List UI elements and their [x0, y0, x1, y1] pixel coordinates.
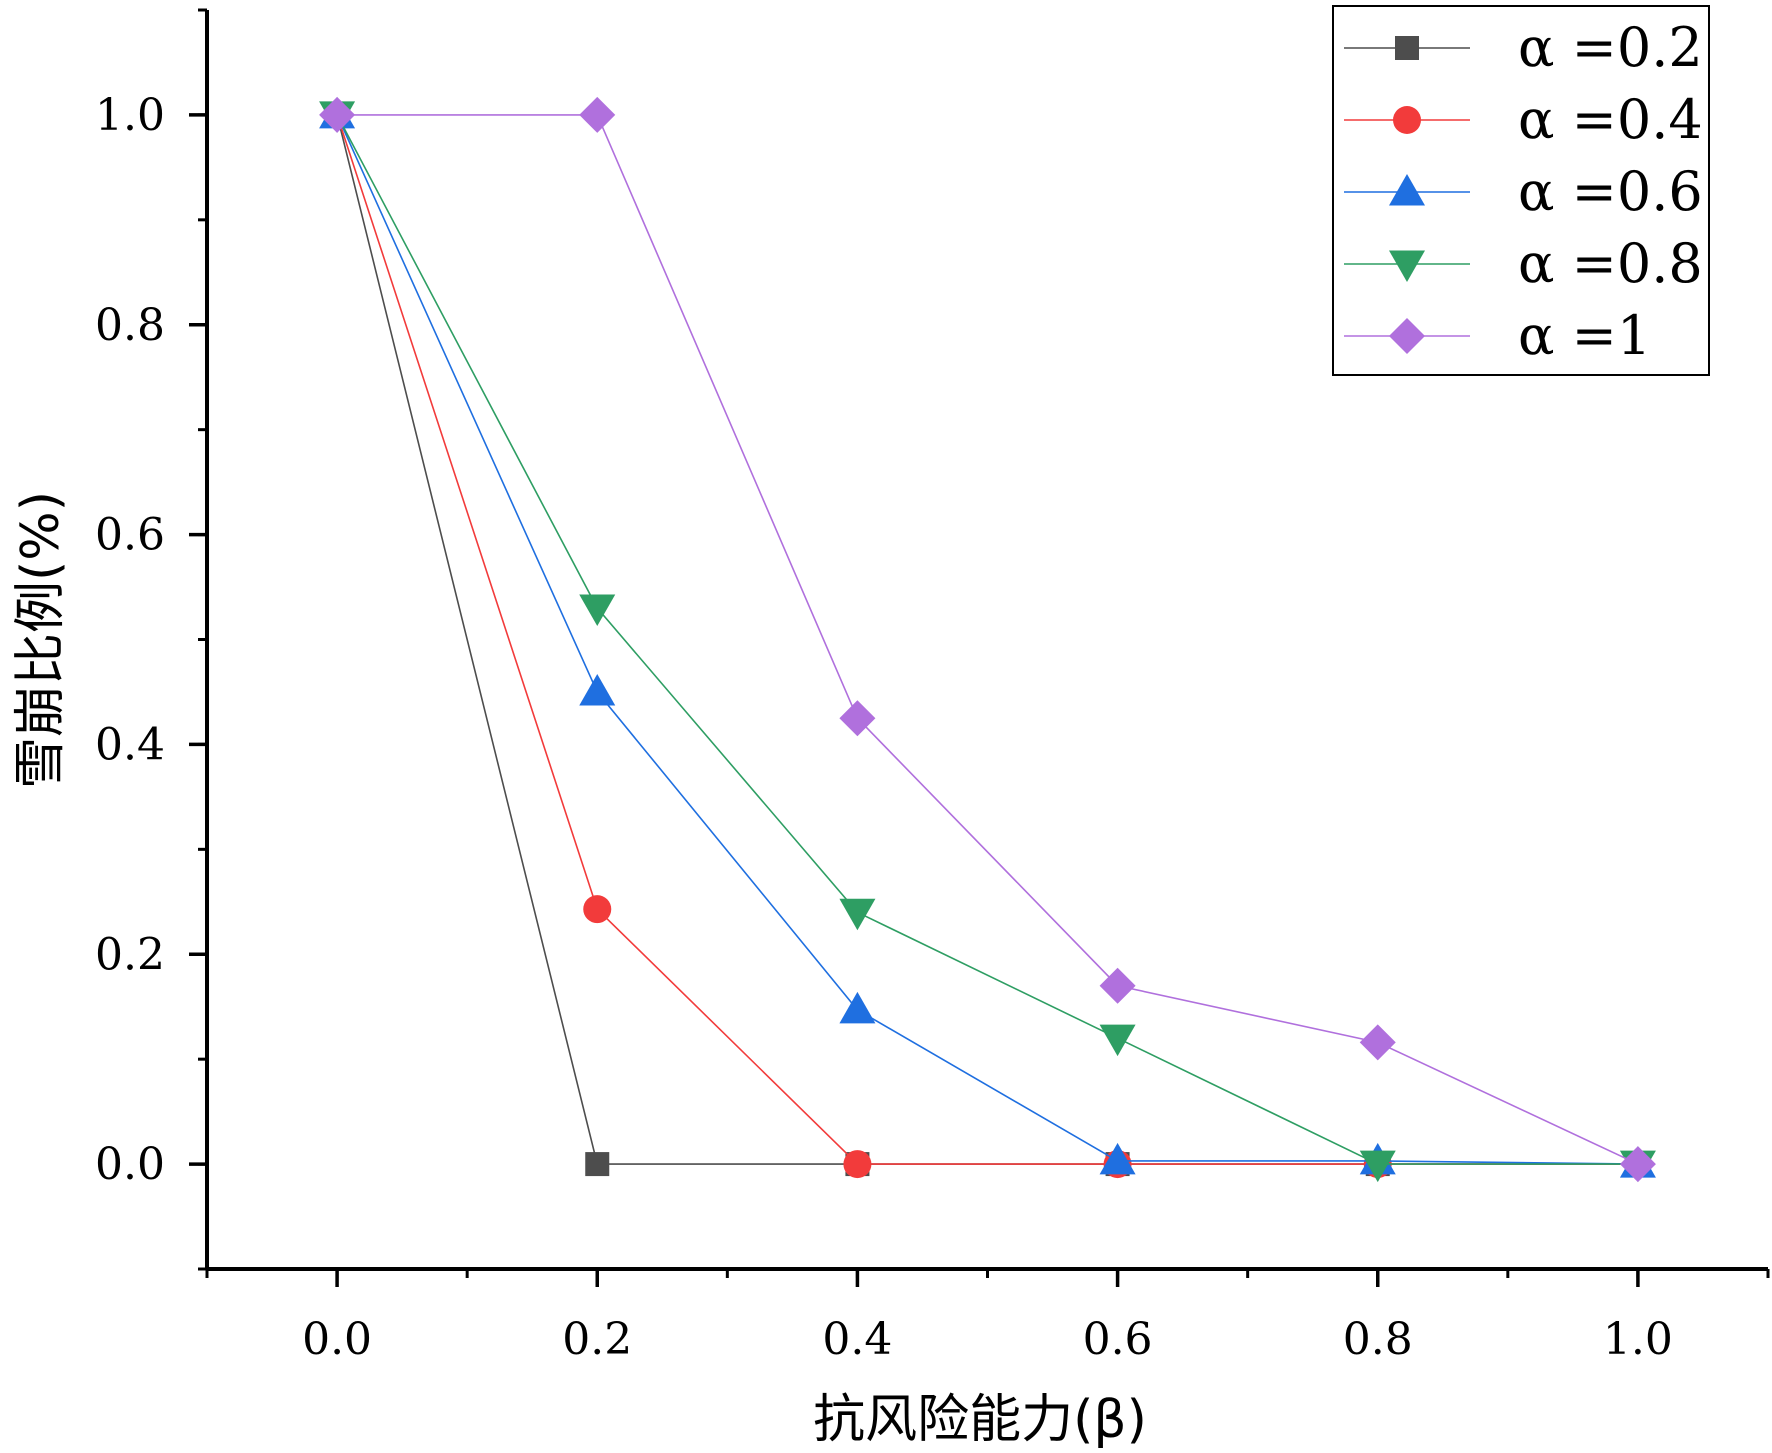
x-tick-label: 0.4: [822, 1314, 892, 1365]
legend-item: α =0.8: [1344, 232, 1703, 295]
data-point: [1099, 1142, 1136, 1175]
legend-item: α =0.6: [1344, 160, 1703, 223]
data-point: [839, 898, 876, 931]
data-point: [839, 991, 876, 1024]
legend-label: α =1: [1518, 304, 1651, 367]
x-tick-label: 0.0: [302, 1314, 372, 1365]
data-point: [579, 96, 616, 133]
data-point: [579, 594, 616, 627]
data-point: [319, 96, 356, 133]
data-point: [1099, 967, 1136, 1004]
data-point: [839, 700, 876, 737]
x-tick-label: 0.6: [1083, 1314, 1153, 1365]
data-point: [585, 1152, 610, 1177]
y-axis-title: 雪崩比例(%): [11, 491, 71, 789]
legend-item: α =0.4: [1344, 88, 1703, 151]
legend-marker: [1393, 106, 1421, 134]
data-point: [579, 673, 616, 706]
series-line: [336, 114, 1638, 1165]
x-tick-label: 0.2: [562, 1314, 632, 1365]
series-line: [336, 114, 1638, 1165]
y-tick-label: 0.2: [95, 929, 165, 980]
series-5: [319, 96, 1656, 1183]
data-point: [1619, 1146, 1656, 1183]
y-tick-label: 0.8: [95, 300, 165, 351]
x-tick-label: 0.8: [1343, 1314, 1413, 1365]
x-tick-label: 1.0: [1603, 1314, 1673, 1365]
data-point: [843, 1150, 872, 1179]
series-layer: [319, 96, 1656, 1183]
legend-marker: [1389, 250, 1425, 282]
legend-label: α =0.8: [1518, 232, 1703, 295]
y-tick-label: 1.0: [95, 90, 165, 141]
legend-label: α =0.2: [1518, 16, 1703, 79]
y-tick-label: 0.4: [95, 719, 165, 770]
legend-label: α =0.4: [1518, 88, 1703, 151]
data-point: [583, 895, 612, 924]
legend-marker: [1395, 36, 1419, 60]
legend: α =0.2 α =0.4 α =0.6 α =0.8 α =1: [1332, 5, 1710, 376]
legend-marker: [1389, 318, 1425, 354]
legend-box: [1332, 5, 1710, 376]
legend-item: α =0.2: [1344, 16, 1703, 79]
x-axis-title: 抗风险能力(β): [813, 1390, 1147, 1450]
legend-marker: [1389, 174, 1425, 206]
data-point: [1099, 1024, 1136, 1057]
series-line: [337, 114, 1639, 1165]
y-tick-label: 0.0: [95, 1139, 165, 1190]
data-point: [1359, 1150, 1396, 1183]
legend-item: α =1: [1344, 304, 1651, 367]
y-tick-label: 0.6: [95, 510, 165, 561]
legend-label: α =0.6: [1518, 160, 1703, 223]
data-point: [1359, 1024, 1396, 1061]
axes-layer: 0.0 0.2 0.4 0.6 0.8 1.0 0.0 0.2 0.4 0.6 0.8 1.0: [95, 8, 1770, 1365]
